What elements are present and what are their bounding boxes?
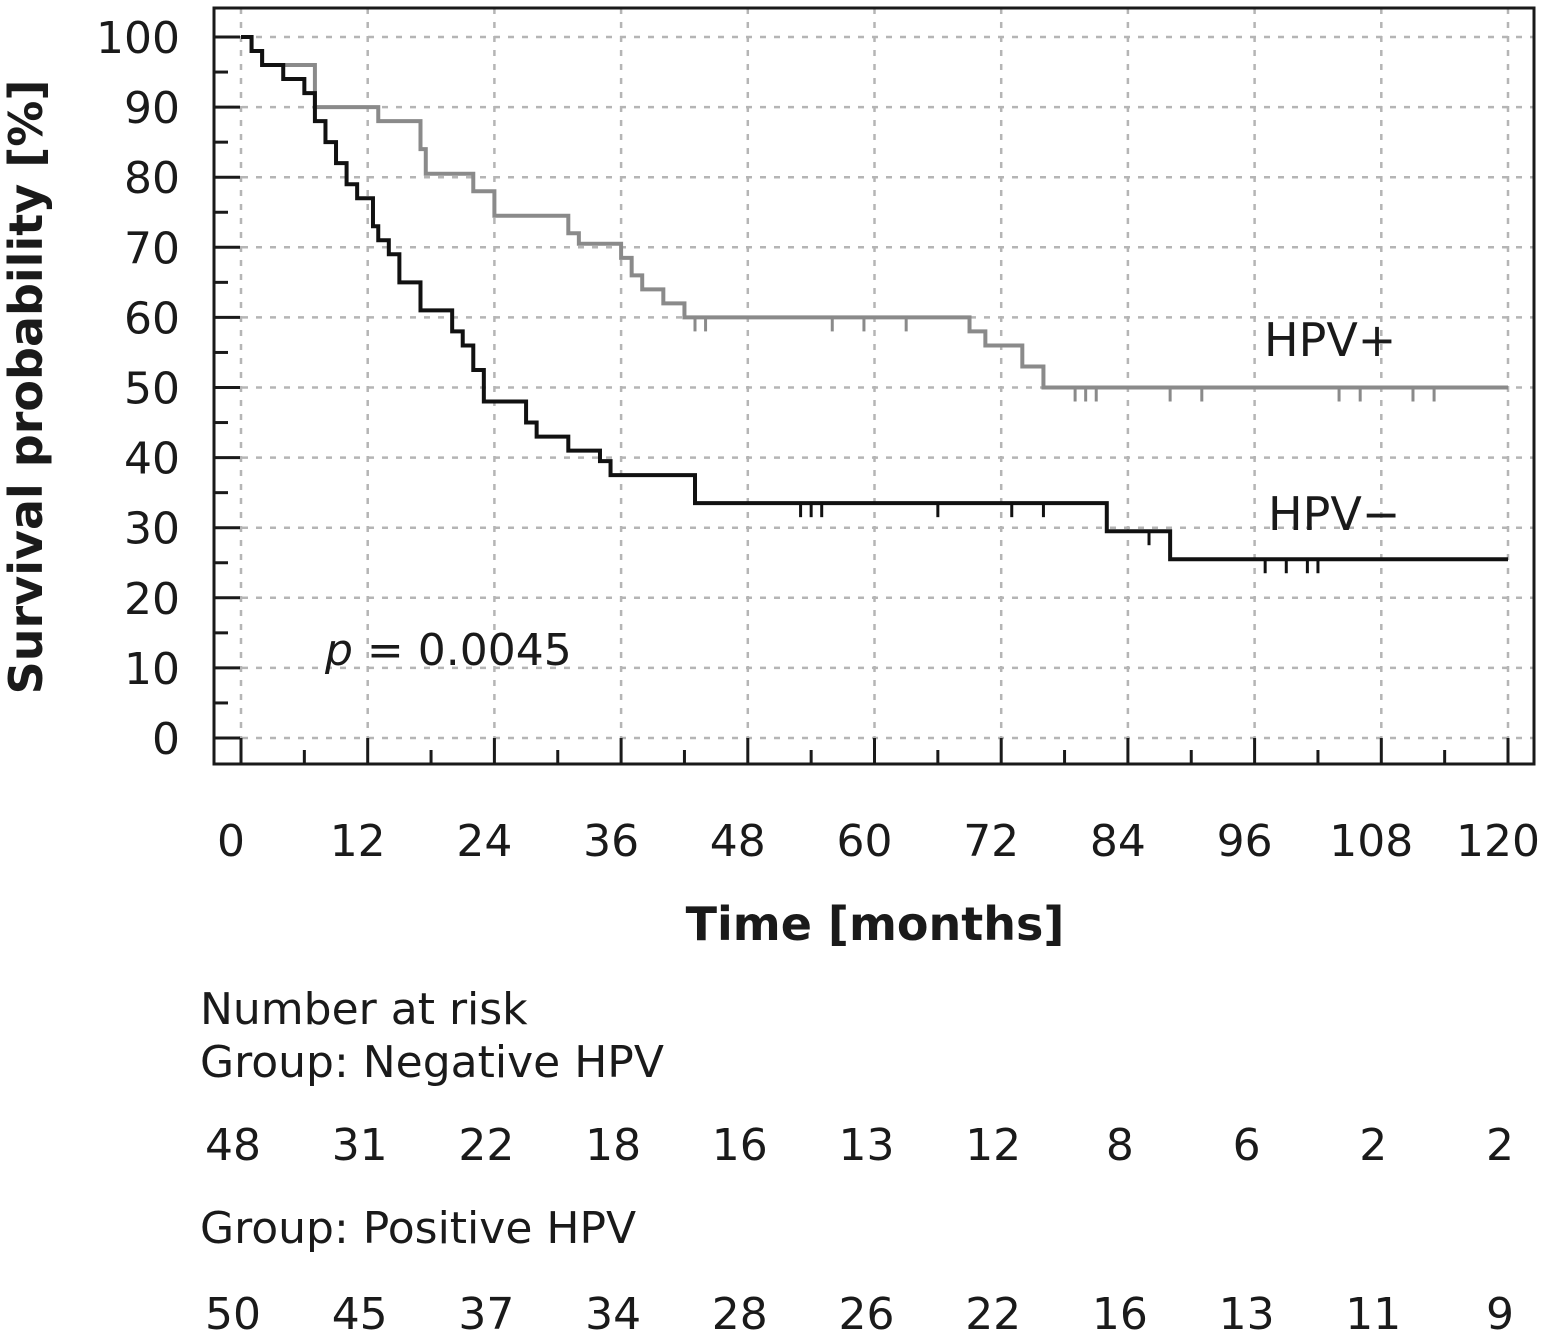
risk-value: 12 — [965, 1120, 1022, 1171]
y-tick-label: 80 — [124, 153, 180, 204]
risk-value: 34 — [585, 1289, 642, 1340]
risk-value: 13 — [1218, 1289, 1275, 1340]
risk-row-positive: 50 45 37 34 28 26 22 16 13 11 9 — [0, 1287, 1560, 1343]
risk-value: 50 — [205, 1289, 261, 1340]
y-tick-label: 70 — [124, 223, 180, 274]
p-value-annotation: p = 0.0045 — [324, 625, 572, 676]
x-tick-label: 48 — [710, 816, 766, 867]
risk-value: 2 — [1359, 1120, 1388, 1171]
risk-value: 8 — [1105, 1120, 1134, 1171]
y-tick-label: 20 — [124, 574, 180, 625]
risk-value: 2 — [1486, 1120, 1514, 1171]
risk-value: 45 — [331, 1289, 388, 1340]
y-tick-label: 30 — [124, 504, 180, 555]
risk-value: 22 — [458, 1120, 515, 1171]
risk-value: 11 — [1345, 1289, 1402, 1340]
y-tick-label: 100 — [96, 13, 180, 64]
y-tick-label: 40 — [124, 434, 180, 485]
x-tick-label: 24 — [456, 816, 512, 867]
risk-value: 9 — [1486, 1289, 1514, 1340]
y-tick-label: 10 — [124, 644, 180, 695]
x-tick-label: 96 — [1217, 816, 1273, 867]
kaplan-meier-chart: 0 10 20 30 40 50 60 70 80 90 100 0 12 24 36 48 60 72 84 96 1… — [0, 6, 1540, 951]
y-tick-label: 90 — [124, 83, 180, 134]
risk-group-negative-label: Group: Negative HPV — [200, 1037, 664, 1088]
risk-value: 6 — [1232, 1120, 1261, 1171]
survival-curve-hpv-positive — [241, 35, 1508, 390]
x-tick-label: 60 — [837, 816, 893, 867]
x-tick-label: 108 — [1329, 816, 1413, 867]
risk-value: 37 — [458, 1289, 515, 1340]
x-tick-label: 0 — [217, 816, 245, 867]
series-label: HPV+ — [1264, 313, 1396, 367]
risk-table-title: Number at risk — [200, 984, 528, 1035]
y-tick-label: 50 — [124, 364, 180, 415]
risk-value: 16 — [1091, 1289, 1148, 1340]
risk-value: 13 — [838, 1120, 895, 1171]
risk-value: 31 — [331, 1120, 388, 1171]
x-tick-label: 72 — [963, 816, 1019, 867]
y-axis-label: Survival probability [%] — [0, 80, 53, 695]
x-tick-label: 12 — [330, 816, 386, 867]
risk-value: 18 — [585, 1120, 642, 1171]
series-label: HPV− — [1268, 487, 1400, 541]
x-tick-label: 84 — [1090, 816, 1146, 867]
x-axis-label: Time [months] — [686, 897, 1065, 951]
risk-value: 48 — [205, 1120, 261, 1171]
x-tick-label: 36 — [583, 816, 639, 867]
y-tick-label: 60 — [124, 293, 180, 344]
risk-group-positive-label: Group: Positive HPV — [200, 1203, 637, 1254]
risk-value: 16 — [711, 1120, 768, 1171]
y-tick-label: 0 — [152, 714, 180, 765]
x-tick-label: 120 — [1456, 816, 1540, 867]
risk-value: 26 — [838, 1289, 895, 1340]
risk-value: 28 — [711, 1289, 768, 1340]
risk-value: 22 — [965, 1289, 1022, 1340]
risk-row-negative: 48 31 22 18 16 13 12 8 6 2 2 — [0, 1118, 1560, 1174]
survival-curve-hpv-negative — [241, 35, 1508, 562]
